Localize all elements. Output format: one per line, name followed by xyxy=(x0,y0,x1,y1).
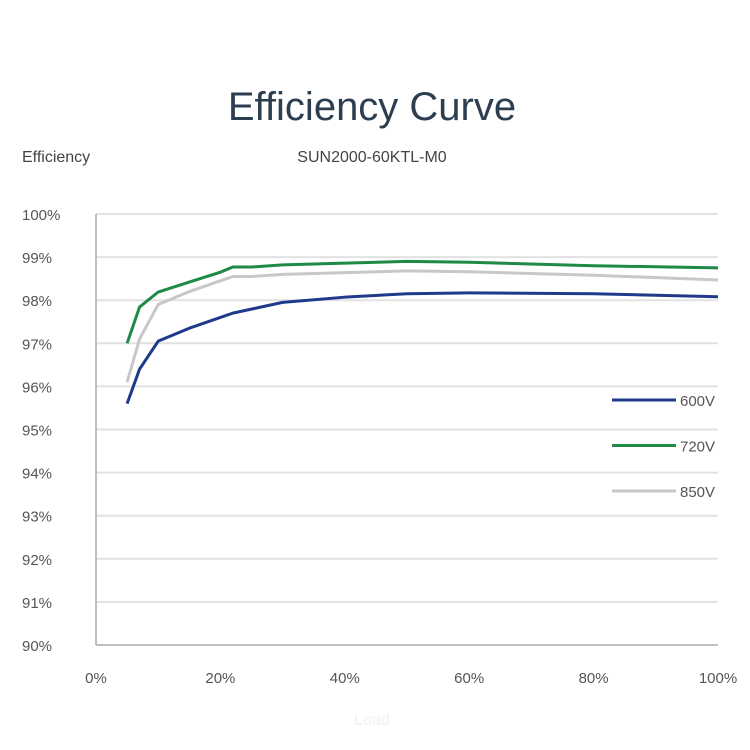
y-tick-label: 94% xyxy=(22,466,52,483)
y-tick-label: 97% xyxy=(22,336,52,353)
y-tick-label: 96% xyxy=(22,379,52,396)
y-tick-label: 99% xyxy=(22,250,52,267)
y-tick-label: 93% xyxy=(22,509,52,526)
x-tick-label: 40% xyxy=(330,670,360,687)
y-tick-label: 95% xyxy=(22,423,52,440)
chart-subtitle: SUN2000-60KTL-M0 xyxy=(297,149,447,166)
y-tick-label: 90% xyxy=(22,638,52,655)
legend-label: 720V xyxy=(680,439,715,456)
y-axis-label: Efficiency xyxy=(22,149,90,166)
y-tick-label: 100% xyxy=(22,207,60,224)
series-line-850V xyxy=(125,269,719,383)
x-axis-label: Load xyxy=(354,712,390,729)
y-tick-label: 92% xyxy=(22,552,52,569)
x-tick-label: 20% xyxy=(205,670,235,687)
y-tick-label: 98% xyxy=(22,293,52,310)
series-line-600V xyxy=(125,291,719,405)
series-line-720V xyxy=(125,259,719,344)
x-tick-label: 60% xyxy=(454,670,484,687)
x-tick-label: 100% xyxy=(699,670,737,687)
chart-title: Efficiency Curve xyxy=(228,85,516,129)
legend-label: 600V xyxy=(680,393,715,410)
x-tick-label: 80% xyxy=(579,670,609,687)
y-tick-label: 91% xyxy=(22,595,52,612)
legend-label: 850V xyxy=(680,484,715,501)
x-tick-label: 0% xyxy=(85,670,107,687)
